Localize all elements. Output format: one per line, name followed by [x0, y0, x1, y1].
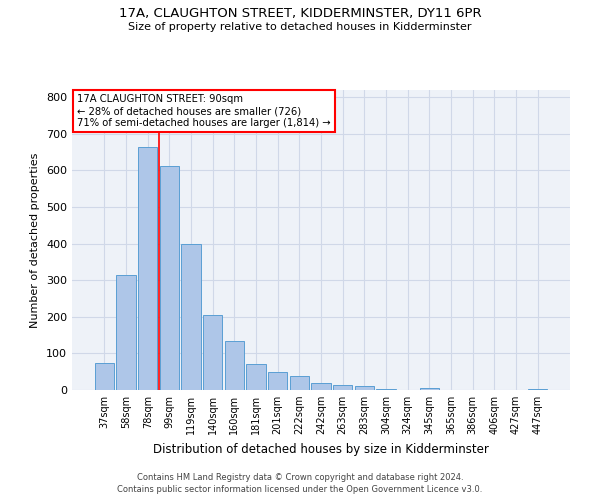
Text: Distribution of detached houses by size in Kidderminster: Distribution of detached houses by size … [153, 442, 489, 456]
Bar [224, 340, 244, 390]
Bar [290, 376, 309, 390]
Bar [376, 389, 396, 390]
Text: Contains HM Land Registry data © Crown copyright and database right 2024.: Contains HM Land Registry data © Crown c… [137, 472, 463, 482]
Text: 17A, CLAUGHTON STREET, KIDDERMINSTER, DY11 6PR: 17A, CLAUGHTON STREET, KIDDERMINSTER, DY… [119, 8, 481, 20]
Bar [528, 389, 547, 390]
Bar [419, 388, 439, 390]
Bar [333, 384, 352, 390]
Bar [311, 382, 331, 390]
Text: 17A CLAUGHTON STREET: 90sqm
← 28% of detached houses are smaller (726)
71% of se: 17A CLAUGHTON STREET: 90sqm ← 28% of det… [77, 94, 331, 128]
Bar [138, 146, 157, 390]
Bar [246, 364, 266, 390]
Text: Size of property relative to detached houses in Kidderminster: Size of property relative to detached ho… [128, 22, 472, 32]
Y-axis label: Number of detached properties: Number of detached properties [31, 152, 40, 328]
Text: Contains public sector information licensed under the Open Government Licence v3: Contains public sector information licen… [118, 485, 482, 494]
Bar [95, 362, 114, 390]
Bar [160, 166, 179, 390]
Bar [181, 244, 201, 390]
Bar [116, 276, 136, 390]
Bar [268, 372, 287, 390]
Bar [203, 315, 223, 390]
Bar [355, 386, 374, 390]
